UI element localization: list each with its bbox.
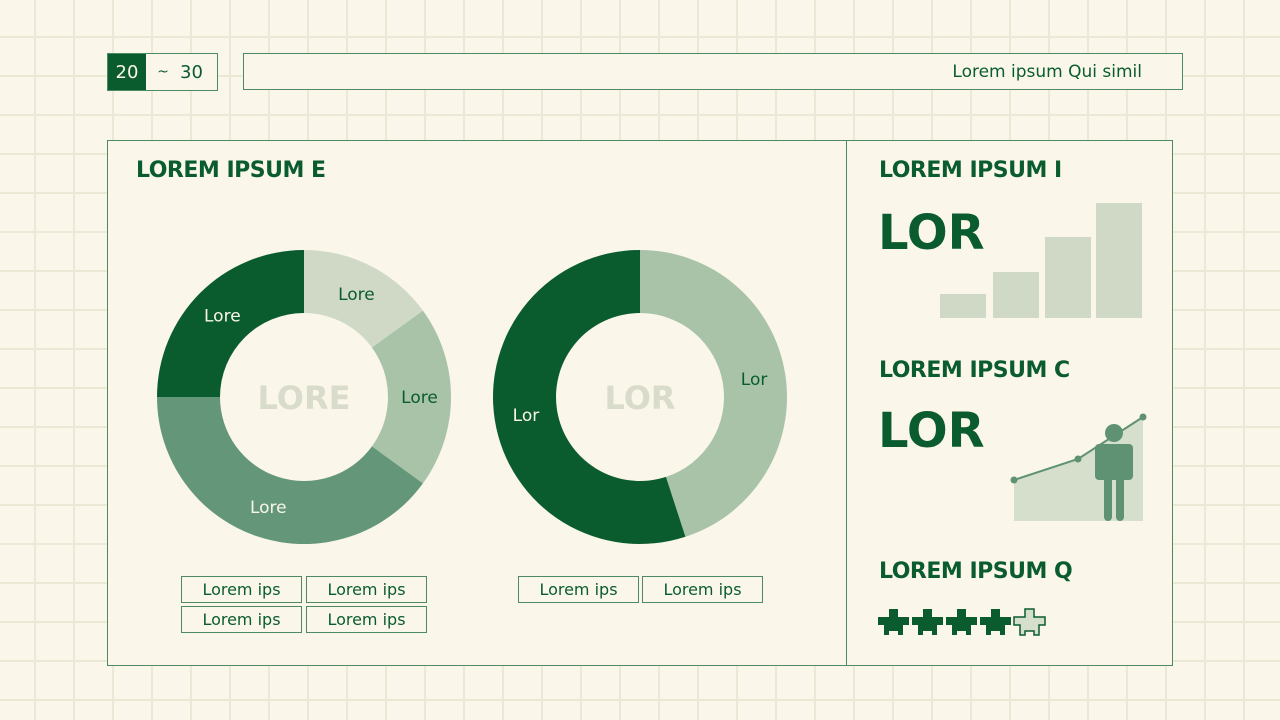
card2-value: LOR (878, 403, 985, 459)
star-filled-icon (946, 609, 977, 635)
star-rating (877, 608, 1046, 636)
card3-title: LOREM IPSUM Q (879, 559, 1073, 584)
bar-chart-icon (940, 203, 1142, 318)
legend-item: Lorem ips (306, 576, 427, 603)
divider (846, 141, 847, 665)
segment-label: Lore (204, 306, 241, 326)
segment-label: Lore (338, 285, 375, 305)
card1-title: LOREM IPSUM I (879, 158, 1062, 183)
header-title: Lorem ipsum Qui simil (952, 61, 1142, 82)
donut-segment (157, 397, 423, 544)
header-title-bar: Lorem ipsum Qui simil (243, 53, 1183, 90)
range-badge: 20 ~ 30 (107, 53, 218, 91)
star-filled-icon (878, 609, 909, 635)
donut-segment (304, 250, 423, 348)
left-panel-title: LOREM IPSUM E (136, 158, 326, 183)
donut-segment (492, 250, 686, 544)
legend-item: Lorem ips (642, 576, 763, 603)
star-filled-icon (980, 609, 1011, 635)
segment-label: Lor (741, 370, 768, 390)
range-separator: ~ (157, 64, 169, 80)
main-panel: LOREM IPSUM E Lore Lore Lore Lore LORE Lor Lor… (107, 140, 1173, 666)
donut-segment (157, 250, 304, 397)
legend-item: Lorem ips (306, 606, 427, 633)
range-end: 30 (180, 61, 203, 83)
card1-value: LOR (878, 205, 985, 261)
donut-center-label: LORE (258, 379, 351, 417)
legend-item: Lorem ips (181, 606, 302, 633)
legend-item: Lorem ips (181, 576, 302, 603)
segment-label: Lor (513, 406, 540, 426)
star-filled-icon (912, 609, 943, 635)
donut-charts: Lore Lore Lore Lore LORE Lor Lor LOR (157, 250, 787, 544)
legend-item: Lorem ips (518, 576, 639, 603)
donut-segment (371, 310, 452, 484)
star-empty-icon (1013, 608, 1046, 636)
segment-label: Lore (250, 498, 287, 518)
person-growth-icon (1010, 413, 1147, 521)
donut-center-label: LOR (604, 379, 675, 417)
card2-title: LOREM IPSUM C (879, 358, 1070, 383)
donut-segment (640, 250, 787, 537)
segment-label: Lore (401, 388, 438, 408)
range-start: 20 (108, 54, 146, 90)
